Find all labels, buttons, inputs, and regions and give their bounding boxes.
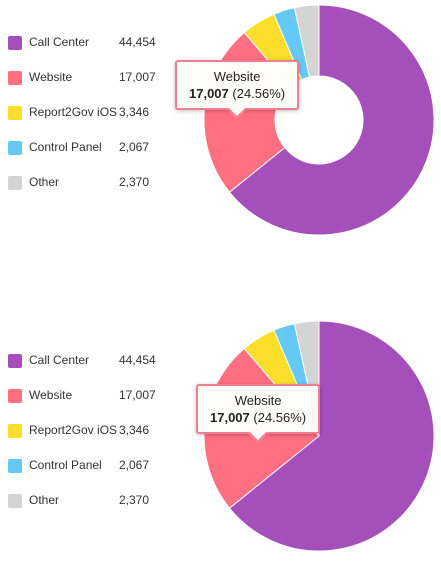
tooltip-value: 17,007 (210, 410, 250, 425)
legend: Call Center 44,454 Website 17,007 Report… (8, 352, 173, 527)
donut-chart-panel: Call Center 44,454 Website 17,007 Report… (0, 0, 441, 245)
legend-item-report2gov-ios[interactable]: Report2Gov iOS 3,346 (8, 104, 173, 139)
legend-item-call-center[interactable]: Call Center 44,454 (8, 352, 173, 387)
legend-value: 3,346 (119, 105, 150, 119)
tooltip-percent: (24.56%) (253, 410, 307, 425)
legend-swatch (8, 176, 22, 190)
legend-item-other[interactable]: Other 2,370 (8, 492, 173, 527)
legend-label: Other (29, 175, 60, 189)
legend-value: 17,007 (119, 388, 156, 402)
tooltip: Website 17,007 (24.56%) (196, 384, 321, 443)
legend-item-report2gov-ios[interactable]: Report2Gov iOS 3,346 (8, 422, 173, 457)
legend-label: Other (29, 493, 60, 507)
slice-call-center[interactable] (228, 320, 435, 552)
legend-value: 2,067 (119, 458, 150, 472)
legend-swatch (8, 354, 22, 368)
legend-swatch (8, 71, 22, 85)
legend-value: 44,454 (119, 35, 156, 49)
legend-label: Website (29, 388, 73, 402)
legend-label: Report2Gov iOS (29, 423, 118, 437)
legend-item-website[interactable]: Website 17,007 (8, 69, 173, 104)
legend-item-other[interactable]: Other 2,370 (8, 174, 173, 209)
legend-label: Report2Gov iOS (29, 105, 118, 119)
legend-swatch (8, 141, 22, 155)
slice-call-center[interactable] (228, 4, 435, 236)
legend-value: 44,454 (119, 353, 156, 367)
legend-item-call-center[interactable]: Call Center 44,454 (8, 34, 173, 69)
legend-value: 17,007 (119, 70, 156, 84)
legend-value: 2,370 (119, 493, 150, 507)
legend-swatch (8, 459, 22, 473)
legend-swatch (8, 36, 22, 50)
legend-label: Call Center (29, 35, 90, 49)
legend-label: Call Center (29, 353, 90, 367)
legend-swatch (8, 389, 22, 403)
pie-chart-panel: Call Center 44,454 Website 17,007 Report… (0, 318, 441, 563)
legend-item-control-panel[interactable]: Control Panel 2,067 (8, 139, 173, 174)
legend-swatch (8, 494, 22, 508)
slice-other[interactable] (293, 4, 320, 78)
legend-swatch (8, 424, 22, 438)
legend-label: Website (29, 70, 73, 84)
legend-value: 2,370 (119, 175, 150, 189)
legend-label: Control Panel (29, 458, 102, 472)
legend-item-website[interactable]: Website 17,007 (8, 387, 173, 422)
legend-value: 3,346 (119, 423, 150, 437)
tooltip: Website 17,007 (24.56%) (175, 60, 300, 119)
legend-item-control-panel[interactable]: Control Panel 2,067 (8, 457, 173, 492)
legend-swatch (8, 106, 22, 120)
tooltip-percent: (24.56%) (232, 86, 286, 101)
tooltip-name: Website (213, 69, 261, 84)
legend: Call Center 44,454 Website 17,007 Report… (8, 34, 173, 209)
tooltip-value: 17,007 (189, 86, 229, 101)
legend-label: Control Panel (29, 140, 102, 154)
tooltip-name: Website (234, 393, 282, 408)
legend-value: 2,067 (119, 140, 150, 154)
